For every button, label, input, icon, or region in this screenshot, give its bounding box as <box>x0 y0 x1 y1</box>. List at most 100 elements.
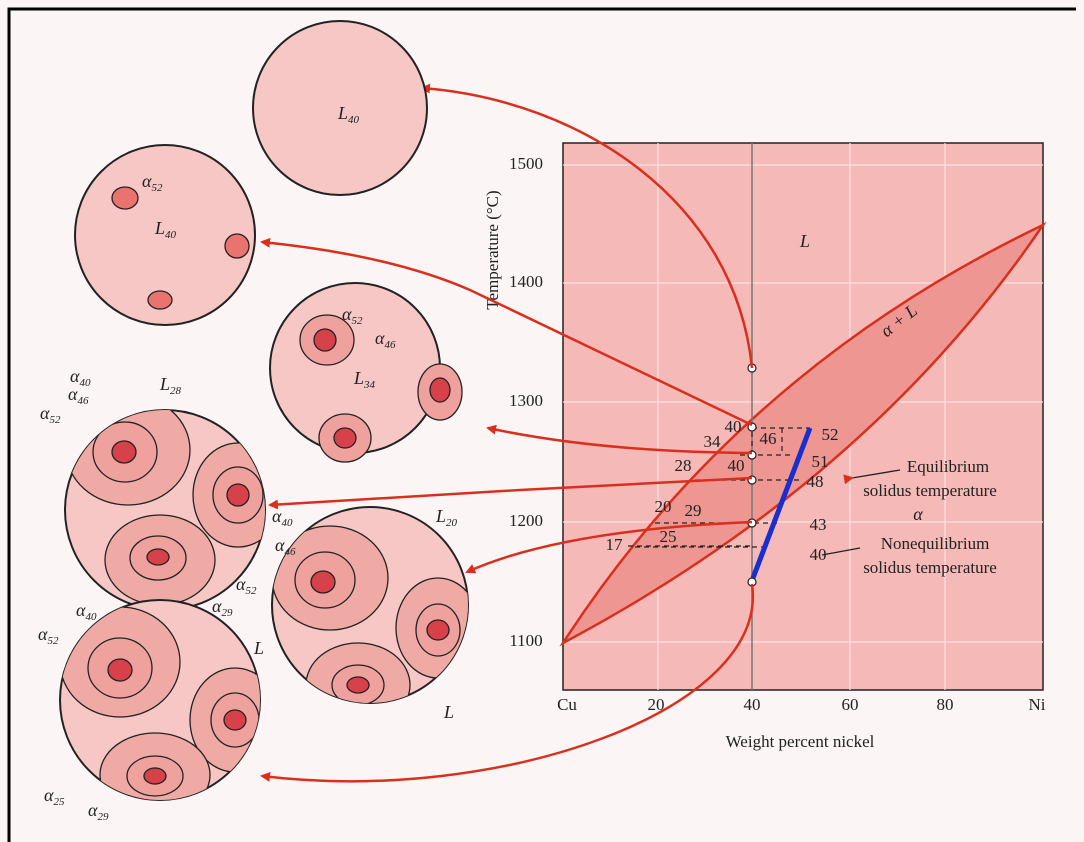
arrows <box>260 83 755 783</box>
symbol: α <box>212 596 222 616</box>
phase-label: α46 <box>375 328 396 350</box>
y-tick-label: 1500 <box>509 154 543 173</box>
phase-label: α29 <box>88 800 109 822</box>
tie-lines <box>628 427 810 548</box>
x-tick-label: 80 <box>937 695 954 714</box>
symbol: L <box>253 638 264 658</box>
symbol: L <box>159 374 170 394</box>
composition-label: 40 <box>728 456 745 475</box>
phase-label: α52 <box>236 574 257 596</box>
y-tick-label: 1200 <box>509 511 543 530</box>
note-text: solidus temperature <box>863 481 997 500</box>
note-arrow <box>843 469 901 485</box>
composition-label: 43 <box>810 515 827 534</box>
subscript: 52 <box>245 585 257 597</box>
region-label: α <box>913 504 923 524</box>
subscript: 28 <box>170 385 182 397</box>
phase-label: L <box>253 638 264 658</box>
note-arrow <box>821 547 861 556</box>
symbol: α <box>342 304 352 324</box>
phase-label: L40 <box>337 103 360 125</box>
symbol: α <box>236 574 246 594</box>
symbol: L <box>353 368 364 388</box>
phase-label: α29 <box>212 596 233 618</box>
phase-label: α52 <box>40 403 61 425</box>
composition-label: 40 <box>810 545 827 564</box>
phase-label: α52 <box>142 171 163 193</box>
phase-label: L40 <box>154 218 177 240</box>
composition-label: 40 <box>725 417 742 436</box>
phase-label: L <box>443 702 454 722</box>
y-tick-label: 1400 <box>509 272 543 291</box>
phase-label: L28 <box>159 374 182 396</box>
symbol: α <box>88 800 98 820</box>
subscript: 40 <box>79 377 91 389</box>
subscript: 34 <box>363 379 376 391</box>
phase-label: α25 <box>44 785 65 807</box>
y-tick-label: 1300 <box>509 391 543 410</box>
x-tick-label: 60 <box>842 695 859 714</box>
symbol: L <box>154 218 165 238</box>
nonequilibrium-solidus <box>750 427 813 579</box>
subscript: 46 <box>77 395 89 407</box>
symbol: L <box>337 103 348 123</box>
composition-label: 48 <box>807 472 824 491</box>
symbol: α <box>38 624 48 644</box>
phase-label: α52 <box>38 624 59 646</box>
subscript: 52 <box>49 414 61 426</box>
note-text: Equilibrium <box>907 457 989 476</box>
subscript: 25 <box>53 796 65 808</box>
subscript: 29 <box>221 607 233 619</box>
note-text: solidus temperature <box>863 558 997 577</box>
phase-diagram: 1500 1400 1300 1200 1100 Cu 20 40 60 80 … <box>483 142 1047 751</box>
composition-label: 17 <box>606 535 624 554</box>
microstructure-5: α40 α46 α52 α29 L20 L L <box>212 506 469 722</box>
phase-label: α40 <box>272 506 293 528</box>
composition-label: 51 <box>812 452 829 471</box>
microstructure-1: L40 <box>252 20 428 196</box>
symbol: α <box>40 403 50 423</box>
composition-label: 28 <box>675 456 692 475</box>
symbol: α <box>76 600 86 620</box>
subscript: 40 <box>85 611 97 623</box>
symbol: L <box>443 702 454 722</box>
subscript: 46 <box>384 339 396 351</box>
x-tick-label: 20 <box>648 695 665 714</box>
microstructure-3: α52 α46 L34 <box>269 282 463 463</box>
symbol: α <box>275 535 285 555</box>
composition-label: 29 <box>685 501 702 520</box>
x-tick-label: 40 <box>744 695 761 714</box>
symbol: α <box>142 171 152 191</box>
symbol: α <box>68 384 78 404</box>
subscript: 46 <box>284 546 296 558</box>
subscript: 52 <box>151 182 163 194</box>
phase-label: α46 <box>275 535 296 557</box>
composition-label: 20 <box>655 497 672 516</box>
subscript: 20 <box>446 517 458 529</box>
subscript: 52 <box>47 635 59 647</box>
subscript: 52 <box>351 315 363 327</box>
phase-label: α40 <box>76 600 97 622</box>
symbol: α <box>70 366 80 386</box>
phase-label: α40 <box>70 366 91 388</box>
y-axis-label: Temperature (°C) <box>483 190 502 309</box>
region-label: L <box>799 231 810 251</box>
phase-label: L20 <box>435 506 458 528</box>
symbol: α <box>272 506 282 526</box>
x-axis-label: Weight percent nickel <box>726 732 875 751</box>
x-tick-label: Ni <box>1029 695 1046 714</box>
subscript: 29 <box>97 811 109 823</box>
frame <box>7 7 1076 842</box>
composition-label: 34 <box>704 432 722 451</box>
microstructure-2: α52 L40 <box>74 144 256 326</box>
composition-label: 25 <box>660 527 677 546</box>
symbol: α <box>44 785 54 805</box>
composition-label: 52 <box>822 425 839 444</box>
note-text: Nonequilibrium <box>881 534 990 553</box>
subscript: 40 <box>281 517 293 529</box>
subscript: 40 <box>348 114 360 126</box>
phase-label: α52 <box>342 304 363 326</box>
x-tick-label: Cu <box>557 695 577 714</box>
symbol: α <box>375 328 385 348</box>
